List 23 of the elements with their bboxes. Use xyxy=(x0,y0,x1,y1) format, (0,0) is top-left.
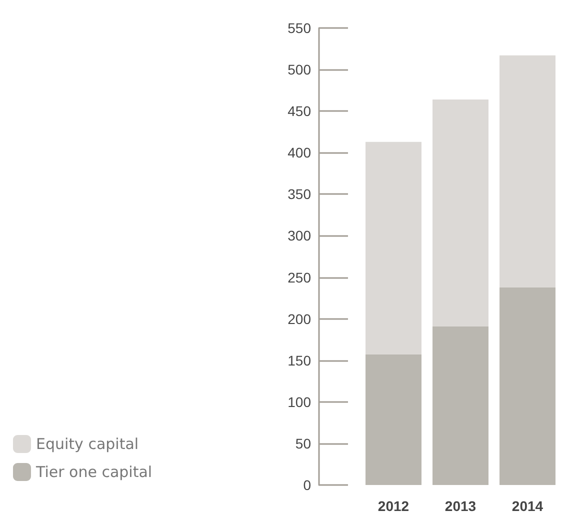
legend-label: Equity capital xyxy=(36,435,139,453)
y-tick-label: 400 xyxy=(288,144,312,161)
y-tick-label: 150 xyxy=(288,352,312,368)
bar xyxy=(432,326,488,485)
y-tick-label: 350 xyxy=(288,186,312,202)
y-tick-label: 450 xyxy=(288,103,312,120)
y-tick-label: 550 xyxy=(288,20,312,36)
y-tick-label: 200 xyxy=(288,310,312,327)
y-tick-label: 500 xyxy=(288,62,312,78)
x-tick-label: 2013 xyxy=(444,498,476,514)
y-tick-label: 100 xyxy=(288,394,312,410)
bar xyxy=(500,55,556,288)
x-tick-label: 2012 xyxy=(378,498,410,514)
legend-label: Tier one capital xyxy=(35,463,152,481)
bar xyxy=(366,142,422,355)
bar xyxy=(366,354,422,485)
y-tick-label: 50 xyxy=(295,435,312,452)
y-tick-label: 300 xyxy=(288,228,312,244)
bar xyxy=(432,99,488,326)
x-tick-label: 2014 xyxy=(512,498,544,514)
y-tick-label: 0 xyxy=(303,477,312,493)
y-tick-label: 250 xyxy=(288,269,312,286)
bar xyxy=(500,287,556,485)
